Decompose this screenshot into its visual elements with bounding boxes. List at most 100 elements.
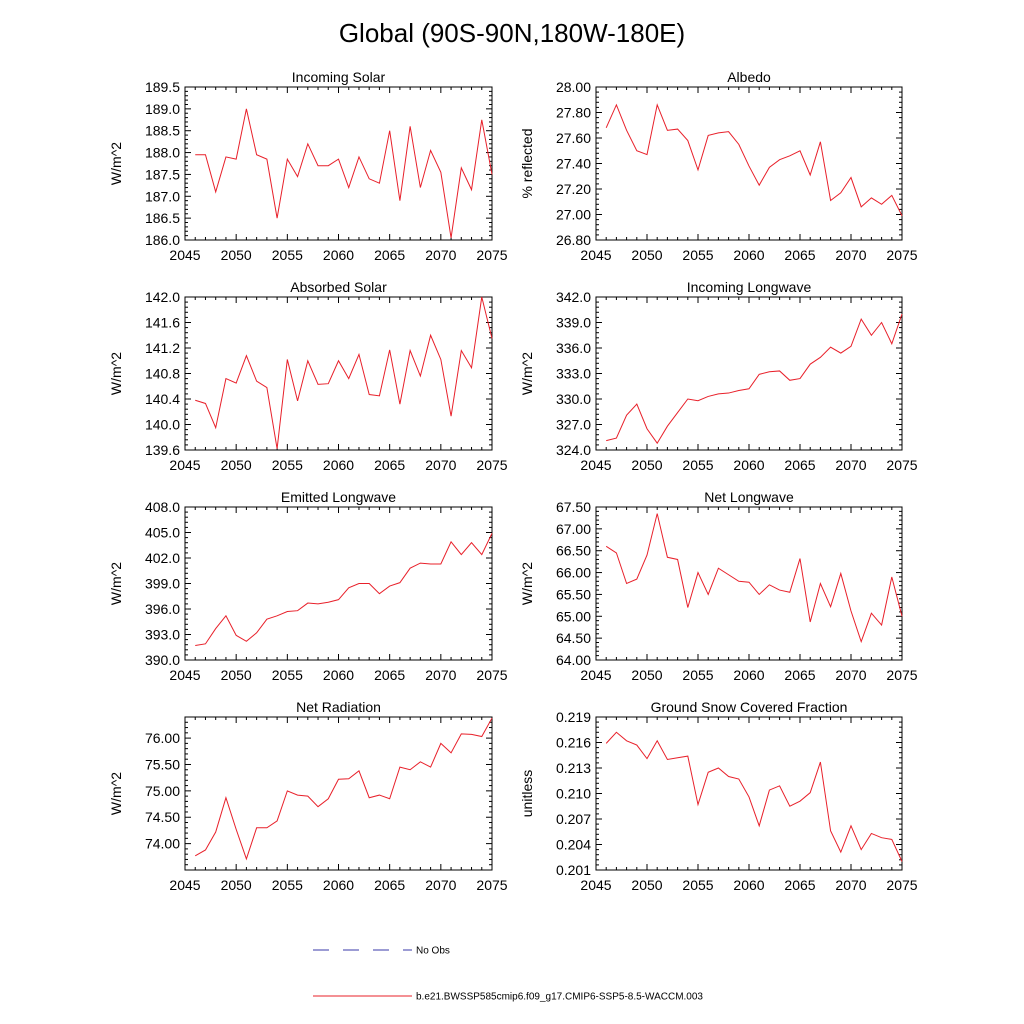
data-point bbox=[891, 839, 893, 841]
data-point bbox=[656, 740, 658, 742]
data-point bbox=[266, 618, 268, 620]
panel-title: Absorbed Solar bbox=[290, 279, 387, 295]
y-tick-label: 188.0 bbox=[145, 145, 180, 161]
data-point bbox=[246, 858, 248, 860]
x-tick-label: 2060 bbox=[733, 667, 764, 683]
y-tick-label: 74.50 bbox=[145, 809, 180, 825]
data-point bbox=[677, 559, 679, 561]
y-tick-label: 333.0 bbox=[556, 366, 591, 382]
x-tick-label: 2060 bbox=[733, 247, 764, 263]
data-point bbox=[871, 612, 873, 614]
plot-frame bbox=[595, 86, 903, 241]
data-point bbox=[287, 790, 289, 792]
data-point bbox=[748, 796, 750, 798]
legend-obs-label: No Obs bbox=[416, 946, 450, 957]
y-tick-label: 28.00 bbox=[556, 79, 591, 95]
y-tick-label: 189.0 bbox=[145, 101, 180, 117]
x-tick-label: 2050 bbox=[221, 247, 252, 263]
x-tick-label: 2075 bbox=[886, 247, 917, 263]
data-point bbox=[779, 159, 781, 161]
data-point bbox=[481, 296, 483, 298]
data-point bbox=[891, 576, 893, 578]
data-point bbox=[881, 624, 883, 626]
x-tick-label: 2070 bbox=[835, 877, 866, 893]
x-tick-label: 2055 bbox=[272, 877, 303, 893]
x-tick-label: 2070 bbox=[425, 457, 456, 473]
chart-panel: Incoming Longwave W/m^2 2045 2050 2055 2060 20… bbox=[519, 279, 918, 473]
data-point bbox=[235, 382, 237, 384]
chart-panel: Net Longwave W/m^2 2045 2050 2055 2060 2065 207… bbox=[519, 489, 918, 683]
data-point bbox=[358, 156, 360, 158]
data-point bbox=[409, 126, 411, 128]
y-tick-label: 0.213 bbox=[556, 760, 591, 776]
data-point bbox=[246, 108, 248, 110]
data-point bbox=[667, 759, 669, 761]
x-tick-label: 2075 bbox=[886, 457, 917, 473]
data-point bbox=[626, 583, 628, 585]
data-point bbox=[430, 150, 432, 152]
series-line bbox=[605, 513, 903, 644]
data-point bbox=[626, 740, 628, 742]
panel-title: Net Longwave bbox=[704, 489, 794, 505]
data-point bbox=[687, 140, 689, 142]
data-point bbox=[246, 355, 248, 357]
data-point bbox=[338, 158, 340, 160]
panel-title: Ground Snow Covered Fraction bbox=[651, 699, 848, 715]
x-tick-label: 2065 bbox=[374, 667, 405, 683]
data-point bbox=[616, 104, 618, 106]
data-point bbox=[758, 594, 760, 596]
y-tick-label: 330.0 bbox=[556, 391, 591, 407]
data-point bbox=[358, 770, 360, 772]
data-point bbox=[779, 370, 781, 372]
y-axis-label: W/m^2 bbox=[108, 562, 124, 605]
data-point bbox=[697, 169, 699, 171]
plot-frame bbox=[184, 506, 493, 661]
y-tick-label: 342.0 bbox=[556, 289, 591, 305]
data-point bbox=[789, 155, 791, 157]
data-point bbox=[491, 174, 493, 176]
x-tick-label: 2050 bbox=[631, 457, 662, 473]
data-point bbox=[871, 334, 873, 336]
data-point bbox=[616, 437, 618, 439]
data-point bbox=[850, 825, 852, 827]
data-point bbox=[901, 313, 903, 315]
data-point bbox=[409, 350, 411, 352]
data-point bbox=[901, 861, 903, 863]
y-tick-label: 405.0 bbox=[145, 525, 180, 541]
data-point bbox=[830, 200, 832, 202]
data-point bbox=[718, 767, 720, 769]
data-point bbox=[728, 574, 730, 576]
data-point bbox=[389, 798, 391, 800]
data-point bbox=[430, 563, 432, 565]
x-tick-label: 2065 bbox=[784, 667, 815, 683]
y-axis-label: W/m^2 bbox=[519, 352, 535, 395]
data-point bbox=[656, 513, 658, 515]
plot-frame bbox=[595, 716, 903, 871]
x-tick-label: 2065 bbox=[374, 457, 405, 473]
x-tick-label: 2055 bbox=[272, 457, 303, 473]
data-point bbox=[667, 425, 669, 427]
chart-panel: Incoming Solar W/m^2 2045 2050 2055 2060 2065 2… bbox=[108, 69, 508, 263]
data-point bbox=[420, 562, 422, 564]
data-point bbox=[728, 131, 730, 133]
y-tick-label: 66.00 bbox=[556, 565, 591, 581]
data-point bbox=[779, 785, 781, 787]
x-tick-label: 2065 bbox=[784, 247, 815, 263]
data-point bbox=[307, 795, 309, 797]
data-point bbox=[205, 154, 207, 156]
y-tick-label: 187.0 bbox=[145, 188, 180, 204]
data-point bbox=[820, 761, 822, 763]
series-line bbox=[605, 103, 903, 217]
x-tick-label: 2070 bbox=[425, 877, 456, 893]
data-point bbox=[697, 804, 699, 806]
y-tick-label: 189.5 bbox=[145, 79, 180, 95]
data-point bbox=[789, 805, 791, 807]
data-point bbox=[616, 732, 618, 734]
data-point bbox=[440, 359, 442, 361]
data-point bbox=[215, 831, 217, 833]
data-point bbox=[194, 399, 196, 401]
y-tick-label: 339.0 bbox=[556, 315, 591, 331]
data-point bbox=[728, 392, 730, 394]
x-tick-label: 2050 bbox=[631, 667, 662, 683]
x-tick-label: 2070 bbox=[425, 247, 456, 263]
